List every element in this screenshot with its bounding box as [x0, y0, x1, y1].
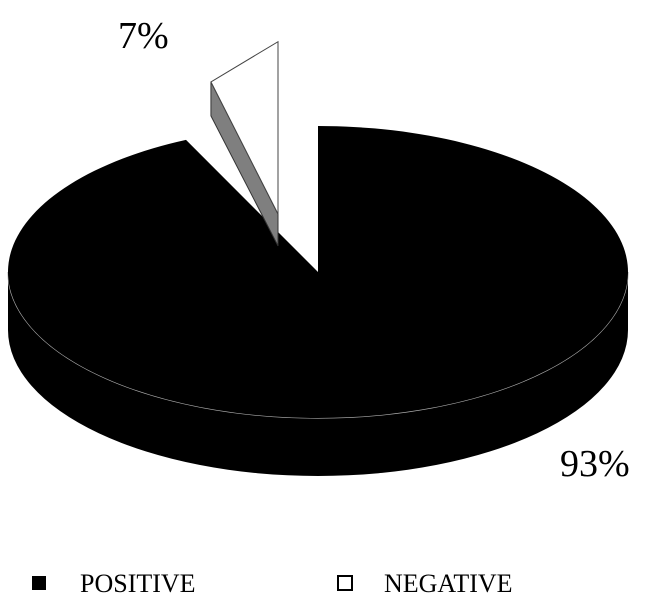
legend: POSITIVE NEGATIVE	[32, 569, 513, 596]
legend-swatch-negative	[337, 575, 353, 591]
legend-label-positive: POSITIVE	[80, 569, 196, 596]
data-label-negative: 7%	[118, 15, 169, 57]
pie-slice-positive-side	[8, 272, 628, 476]
legend-swatch-positive	[32, 576, 46, 590]
pie-slice-positive	[7, 126, 628, 418]
legend-label-negative: NEGATIVE	[384, 569, 513, 596]
data-label-positive: 93%	[560, 443, 630, 485]
pie-slice-negative	[210, 40, 279, 215]
